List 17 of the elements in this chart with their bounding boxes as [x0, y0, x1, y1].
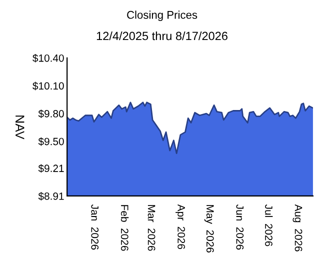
- x-tick-label: Mar 2026: [148, 205, 156, 251]
- y-tick-label: $8.91: [38, 192, 64, 200]
- y-tick-label: $9.80: [38, 110, 64, 118]
- y-tick-label: $9.21: [38, 164, 64, 173]
- chart-title: Closing Prices: [127, 10, 198, 21]
- x-tick-label: May 2026: [204, 205, 214, 252]
- y-tick-label: $10.10: [32, 82, 64, 90]
- x-tick-label: Aug 2026: [292, 204, 302, 252]
- x-tick-label: Apr 2026: [176, 204, 185, 250]
- chart-subtitle: 12/4/2025 thru 8/17/2026: [96, 31, 228, 40]
- x-tick-label: Jan 2026: [91, 204, 99, 250]
- x-tick-label: Feb 2026: [120, 205, 129, 251]
- y-tick-label: $9.50: [38, 137, 64, 146]
- y-tick-label: $10.40: [32, 54, 64, 62]
- x-tick-label: Jun 2026: [236, 204, 244, 250]
- x-tick-label: Jul 2026: [265, 204, 273, 246]
- y-axis-title: NAV: [16, 116, 24, 140]
